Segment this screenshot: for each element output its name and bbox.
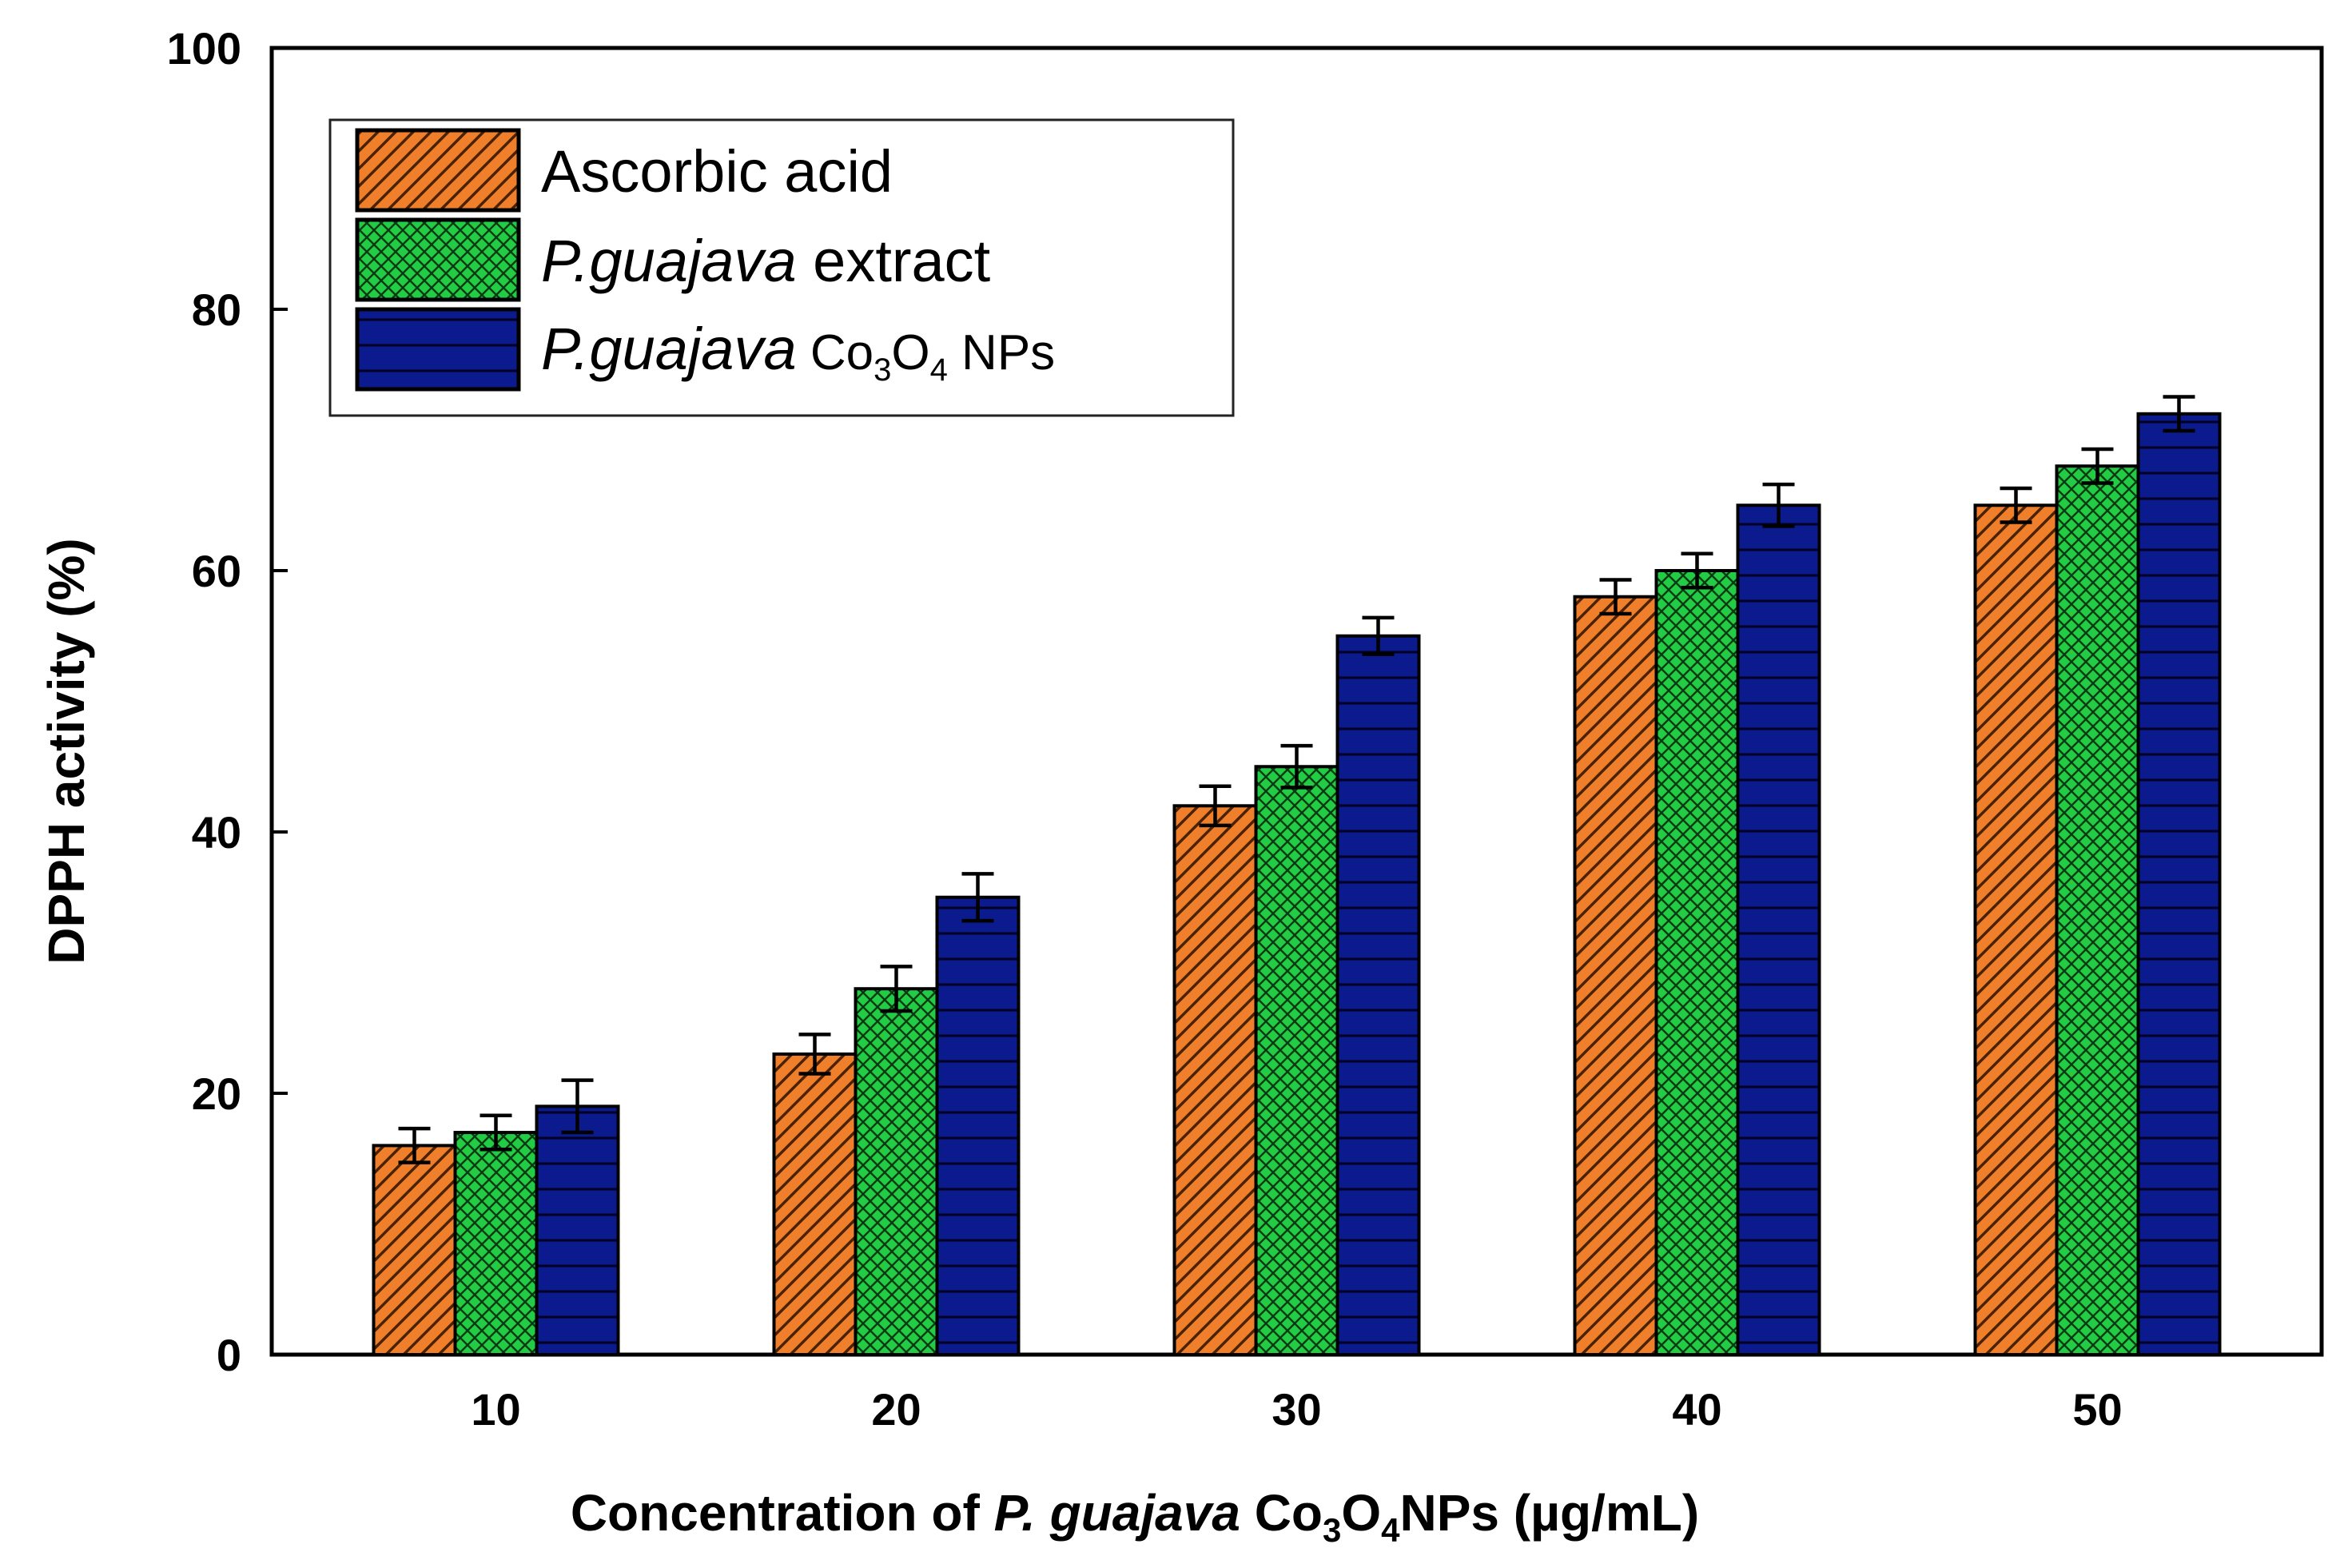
y-tick-label: 100 (167, 23, 241, 74)
bar (372, 1144, 457, 1357)
bar (1335, 634, 1421, 1356)
bars (372, 412, 2222, 1357)
legend-swatch-ascorbic-acid (355, 128, 521, 213)
bar (2055, 464, 2140, 1357)
legend-swatch-co3o4 (355, 307, 521, 392)
x-tick-label: 40 (1672, 1384, 1721, 1435)
y-axis-ticks: 0 20 40 60 80 100 (167, 23, 288, 1380)
bar (1254, 765, 1339, 1356)
y-tick-label: 80 (192, 285, 241, 335)
y-tick-label: 60 (192, 546, 241, 596)
bar (772, 1052, 858, 1356)
y-tick-label: 20 (192, 1069, 241, 1119)
error-bars (398, 395, 2195, 1164)
bar (1172, 804, 1258, 1356)
bar (1736, 503, 1821, 1356)
y-axis-title: DPPH activity (%) (38, 538, 95, 964)
x-tick-label: 20 (871, 1384, 921, 1435)
bar (854, 987, 939, 1356)
x-axis-title: Concentration of P. guajava Co3O4NPs (µg… (571, 1484, 1699, 1549)
y-tick-label: 0 (217, 1330, 241, 1380)
bar (1973, 503, 2059, 1356)
legend-label-extract: P.guajava extract (541, 228, 991, 294)
legend-entry-co3o4: P.guajava Co3O4 NPs (355, 307, 1055, 392)
bar (1654, 569, 1740, 1356)
legend-entry-extract: P.guajava extract (355, 217, 991, 302)
x-tick-label: 50 (2072, 1384, 2122, 1435)
bar (535, 1104, 620, 1356)
legend-label-ascorbic-acid: Ascorbic acid (541, 138, 893, 205)
bar (2136, 412, 2222, 1356)
legend-entry-ascorbic-acid: Ascorbic acid (355, 128, 893, 213)
legend-label-co3o4: P.guajava Co3O4 NPs (541, 316, 1055, 388)
bar (1573, 595, 1658, 1356)
x-tick-label: 10 (471, 1384, 520, 1435)
x-axis-ticks: 10 20 30 40 50 (471, 1384, 2122, 1435)
bar (935, 895, 1021, 1356)
legend: Ascorbic acid P.guajava extract P.guajav… (328, 118, 1235, 417)
y-tick-label: 40 (192, 807, 241, 858)
bar (453, 1131, 539, 1357)
x-tick-label: 30 (1271, 1384, 1321, 1435)
legend-swatch-extract (355, 217, 521, 302)
